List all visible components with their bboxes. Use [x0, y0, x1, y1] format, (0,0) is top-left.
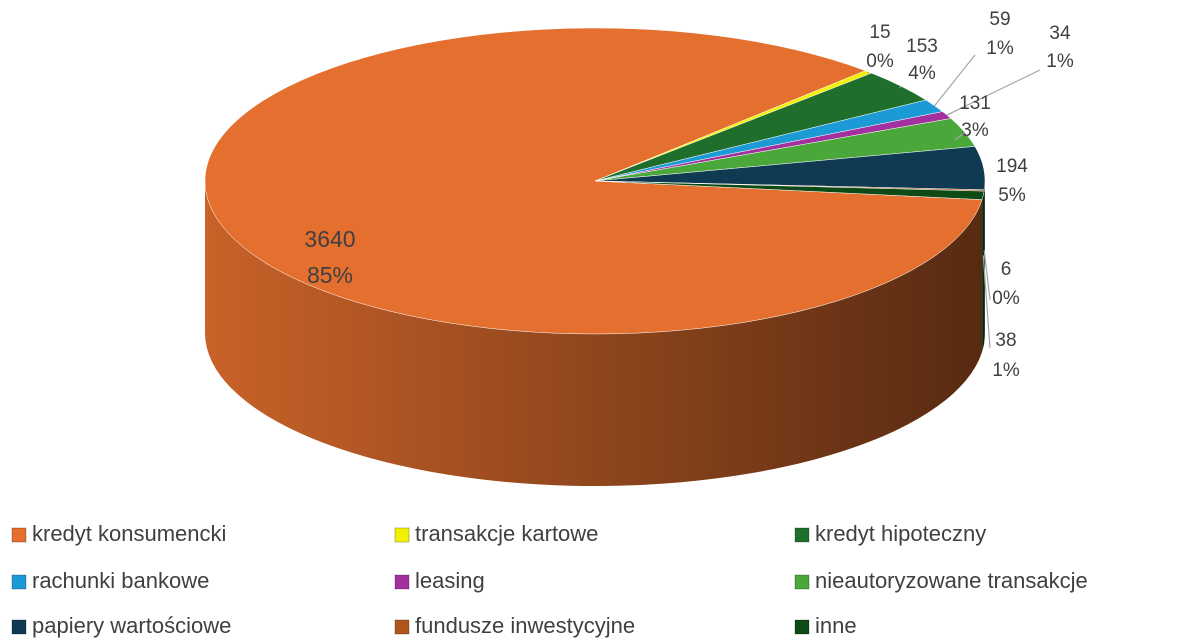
- legend-label: transakcje kartowe: [415, 521, 598, 546]
- percent-label: 5%: [998, 185, 1026, 206]
- leader-line: [934, 54, 976, 107]
- leader-line: [982, 255, 991, 349]
- data-label: 153: [906, 36, 938, 57]
- legend-swatch: [794, 527, 810, 543]
- side-shade: [984, 181, 985, 342]
- legend-label: rachunki bankowe: [32, 568, 209, 593]
- slice: [204, 27, 983, 335]
- legend-swatch: [794, 574, 810, 590]
- leader-line: [899, 85, 902, 89]
- legend-label: leasing: [415, 568, 485, 593]
- legend-swatch: [394, 574, 410, 590]
- data-label: 38: [995, 330, 1016, 351]
- percent-label: 4%: [908, 63, 936, 84]
- percent-label: 1%: [986, 38, 1014, 59]
- leader-line: [954, 131, 966, 141]
- data-label: 34: [1049, 23, 1071, 44]
- legend-swatch: [394, 619, 410, 635]
- percent-label: 0%: [866, 51, 894, 72]
- legend-swatch: [11, 527, 27, 543]
- percent-label: 85%: [307, 262, 353, 288]
- leader-line: [983, 250, 991, 301]
- legend-label: inne: [815, 613, 857, 638]
- data-label: 131: [959, 93, 991, 114]
- legend-swatch: [11, 574, 27, 590]
- legend-label: fundusze inwestycyjne: [415, 613, 635, 638]
- percent-label: 0%: [992, 288, 1020, 309]
- data-label: 59: [989, 9, 1010, 30]
- data-label: 15: [869, 22, 890, 43]
- data-label: 194: [996, 156, 1028, 177]
- leader-line: [946, 69, 1041, 116]
- slice: [594, 180, 985, 200]
- legend-label: nieautoryzowane transakcje: [815, 568, 1088, 593]
- legend-swatch: [11, 619, 27, 635]
- legend-label: papiery wartościowe: [32, 613, 231, 638]
- side-shade: [982, 191, 985, 352]
- legend-swatch: [794, 619, 810, 635]
- percent-label: 3%: [961, 120, 989, 141]
- legend-label: kredyt hipoteczny: [815, 521, 986, 546]
- percent-label: 1%: [1046, 51, 1074, 72]
- data-label: 6: [1001, 259, 1012, 280]
- legend-label: kredyt konsumencki: [32, 521, 226, 546]
- legend-swatch: [394, 527, 410, 543]
- data-label: 3640: [304, 226, 355, 252]
- percent-label: 1%: [992, 360, 1020, 381]
- side-shade: [205, 181, 983, 487]
